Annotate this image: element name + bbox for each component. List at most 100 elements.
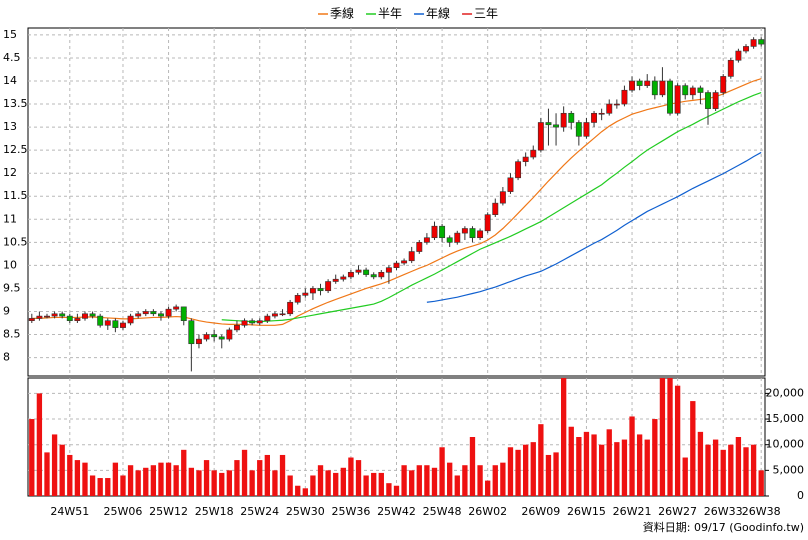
x-tick-label: 25W06 — [104, 505, 143, 518]
volume-bar — [485, 480, 491, 496]
candle-body — [28, 318, 35, 321]
candle-body — [211, 334, 218, 338]
volume-bar — [36, 393, 43, 496]
candle-body — [66, 315, 73, 321]
y-tick-label: 12.5 — [3, 143, 28, 156]
candle-body — [659, 80, 666, 96]
volume-bar — [120, 475, 126, 496]
volume-bar — [682, 457, 688, 496]
candle-body — [636, 80, 643, 86]
volume-bar — [44, 452, 50, 496]
y-tick-label: 11.5 — [3, 189, 28, 202]
candle-body — [287, 301, 294, 315]
volume-bar — [614, 442, 620, 496]
x-tick-label: 25W48 — [423, 505, 462, 518]
candle-body — [317, 288, 324, 292]
candle-body — [226, 329, 233, 340]
x-tick-label: 26W02 — [468, 505, 507, 518]
volume-bar — [219, 472, 225, 496]
candle-body — [302, 292, 309, 296]
volume-bar — [257, 460, 263, 496]
legend-label: 季線 — [330, 6, 354, 21]
y-tick-label: 12 — [3, 166, 17, 179]
volume-tick-label: 20,000 — [766, 386, 805, 399]
volume-bar — [545, 454, 552, 496]
candle-body — [750, 39, 757, 47]
volume-bar — [530, 442, 536, 496]
volume-bar — [697, 431, 704, 496]
candle-body — [682, 85, 689, 96]
volume-bar — [249, 470, 255, 496]
candle-body — [484, 214, 491, 232]
candle-body — [82, 313, 88, 319]
ma-line — [221, 91, 762, 323]
volume-bar — [127, 465, 134, 496]
candle-body — [180, 306, 187, 321]
volume-bar — [74, 460, 81, 496]
y-tick-label: 4.5 — [3, 51, 21, 64]
x-tick-label: 25W42 — [377, 505, 416, 518]
candle-body — [203, 334, 210, 340]
volume-bar — [644, 439, 650, 496]
volume-bar — [629, 416, 635, 496]
volume-bar — [264, 454, 270, 496]
volume-bar — [447, 462, 453, 496]
candle-body — [439, 225, 446, 239]
y-tick-label: 9 — [3, 304, 10, 317]
volume-bar — [203, 460, 210, 496]
candle-body — [621, 89, 628, 105]
candle-body — [378, 271, 385, 278]
candle-body — [522, 156, 529, 162]
volume-bar — [89, 475, 96, 496]
candle-body — [537, 122, 544, 151]
candle-body — [370, 274, 377, 278]
x-tick-label: 25W30 — [286, 505, 325, 518]
candle-body — [705, 92, 711, 109]
volume-tick-label: 10,000 — [766, 438, 805, 451]
volume-bar — [82, 462, 88, 496]
y-tick-label: 13 — [3, 120, 17, 133]
volume-bar — [621, 439, 628, 496]
volume-bar — [181, 449, 187, 496]
candle-body — [294, 295, 301, 303]
volume-bar — [188, 467, 195, 496]
volume-bar — [750, 444, 757, 496]
candle-body — [393, 262, 400, 268]
legend-label: 半年 — [378, 7, 402, 21]
candle-body — [340, 276, 347, 280]
volume-bar — [606, 429, 612, 496]
candle-body — [74, 318, 81, 321]
volume-bar — [272, 470, 278, 496]
candle-body — [408, 251, 415, 262]
candle-body — [89, 313, 96, 317]
volume-bar — [720, 449, 726, 496]
volume-bar — [652, 419, 658, 496]
volume-bar — [378, 472, 384, 496]
y-tick-label: 13.5 — [3, 97, 28, 110]
candle-body — [195, 338, 202, 345]
x-tick-label: 25W24 — [240, 505, 279, 518]
candle-body — [127, 315, 134, 324]
candle-body — [188, 320, 195, 345]
candle-body — [591, 112, 598, 123]
volume-bar — [143, 467, 149, 496]
candle-body — [279, 313, 286, 316]
volume-bar — [59, 444, 65, 496]
volume-bar — [279, 454, 286, 496]
volume-bar — [560, 378, 567, 496]
candle-body — [150, 311, 157, 315]
volume-bar — [735, 437, 742, 496]
volume-bar — [67, 454, 73, 496]
volume-bar — [302, 488, 308, 496]
volume-bar — [576, 437, 582, 496]
candle-body — [51, 313, 58, 317]
candle-body — [104, 320, 111, 326]
x-tick-label: 26W09 — [521, 505, 560, 518]
candle-body — [697, 87, 704, 93]
candle-body — [651, 80, 658, 96]
volume-bar — [173, 465, 179, 496]
candle-body — [606, 103, 613, 114]
candle-body — [507, 177, 514, 192]
volume-bar — [523, 444, 529, 496]
y-tick-label: 10.5 — [3, 235, 28, 248]
